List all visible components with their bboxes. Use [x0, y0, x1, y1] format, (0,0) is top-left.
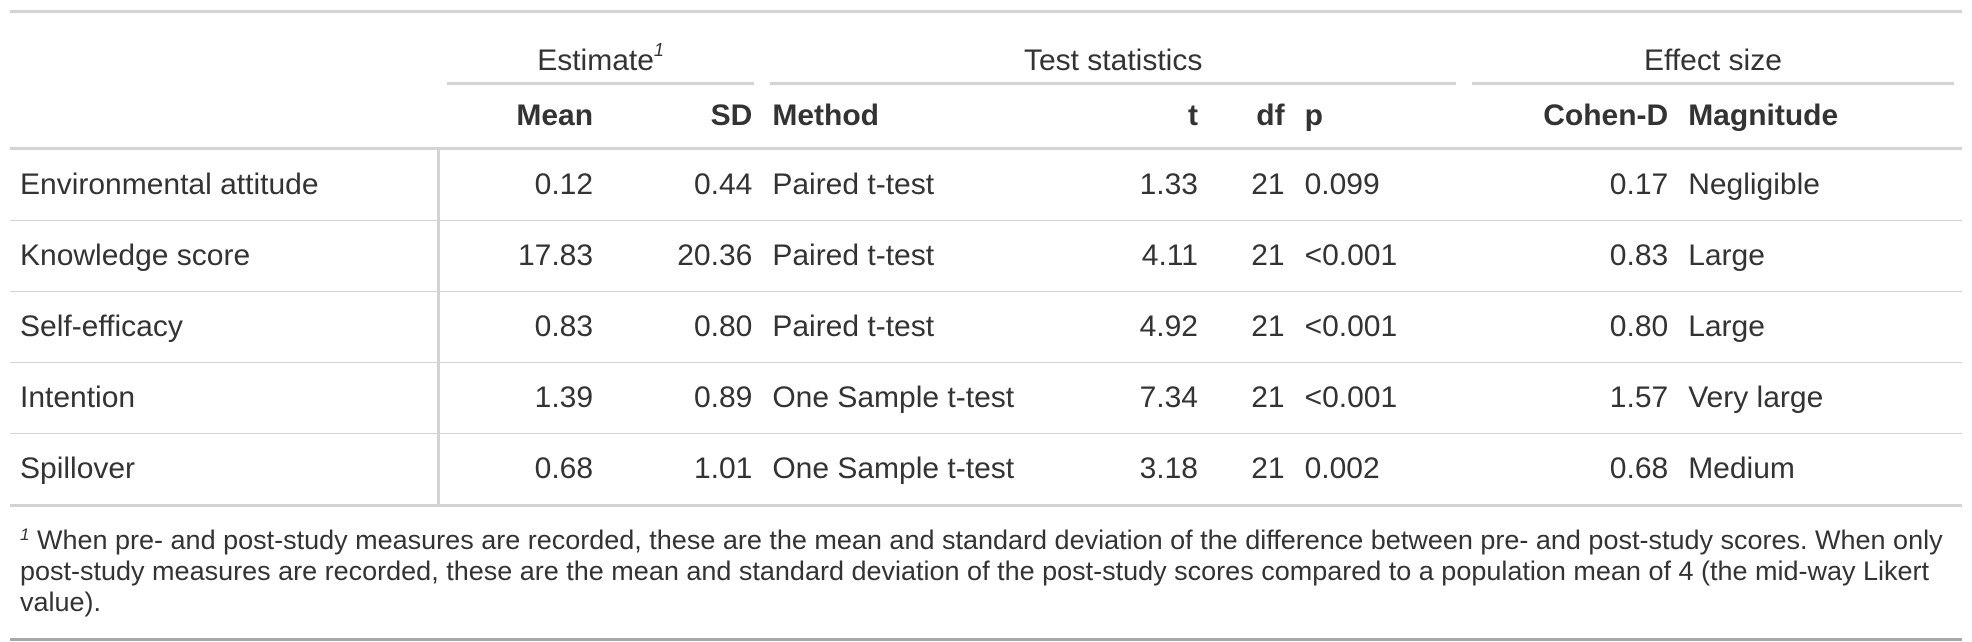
cell-method: One Sample t-test [762, 433, 1025, 507]
cell-df: 21 [1251, 168, 1285, 201]
column-header-magnitude: Magnitude [1678, 85, 1962, 150]
cell-method: One Sample t-test [762, 362, 1025, 434]
footnote-mark: 1 [20, 525, 30, 544]
cell-p: 0.002 [1294, 433, 1464, 507]
row-label: Intention [10, 362, 441, 434]
cell-mean: 0.83 [438, 291, 604, 363]
table-row: Spillover 0.68 1.01 One Sample t-test 3.… [10, 433, 1962, 507]
cell-magnitude: Medium [1678, 433, 1962, 507]
column-header-cohen-d: Cohen-D [1463, 85, 1679, 150]
footnote: 1 When pre- and post-study measures are … [10, 506, 1962, 640]
cell-sd: 0.89 [603, 362, 763, 434]
table-row: Self-efficacy 0.83 0.80 Paired t-test 4.… [10, 291, 1962, 363]
cell-cohen-d: 0.83 [1463, 220, 1679, 292]
spanner-estimate: Estimate1 [439, 12, 763, 85]
spanner-effect-size-label: Effect size [1471, 44, 1954, 85]
results-table: Estimate1 Test statistics Effect size Me… [10, 10, 1962, 641]
row-label: Knowledge score [10, 220, 441, 292]
spanner-test-statistics: Test statistics [762, 12, 1464, 85]
footnote-marker: 1 [653, 40, 664, 60]
table-row: Environmental attitude 0.12 0.44 Paired … [10, 148, 1962, 221]
column-header-row: Mean SD Method t df p Cohen-D Magnitude [10, 85, 1962, 150]
cell-magnitude: Large [1678, 220, 1962, 292]
cell-sd: 20.36 [603, 220, 763, 292]
cell-mean: 1.39 [438, 362, 604, 434]
row-label: Spillover [10, 433, 441, 507]
cell-p: <0.001 [1294, 291, 1464, 363]
cell-df: 21 [1207, 362, 1295, 434]
cell-magnitude: Large [1678, 291, 1962, 363]
cell-method: Paired t-test [772, 168, 935, 201]
cell-method: Paired t-test [762, 220, 1025, 292]
spanner-estimate-label: Estimate [537, 44, 654, 77]
cell-t: 3.18 [1024, 433, 1208, 507]
row-label: Environmental attitude [10, 148, 441, 221]
column-header-method: Method [762, 85, 1025, 150]
cell-t: 1.33 [1139, 168, 1198, 201]
stub-header [10, 12, 439, 86]
cell-mean: 17.83 [438, 220, 604, 292]
cell-cohen-d: 0.68 [1463, 433, 1679, 507]
table-row: Intention 1.39 0.89 One Sample t-test 7.… [10, 362, 1962, 434]
cell-cohen-d: 0.17 [1609, 168, 1669, 201]
table-row: Knowledge score 17.83 20.36 Paired t-tes… [10, 220, 1962, 292]
row-label: Self-efficacy [10, 291, 441, 363]
cell-p: <0.001 [1294, 220, 1464, 292]
column-header-df: df [1207, 85, 1295, 150]
cell-p: <0.001 [1294, 362, 1464, 434]
cell-mean: 0.68 [438, 433, 604, 507]
cell-sd: 1.01 [603, 433, 763, 507]
cell-mean: 0.12 [534, 168, 594, 201]
cell-cohen-d: 1.57 [1463, 362, 1679, 434]
spanner-effect-size: Effect size [1464, 12, 1962, 85]
cell-sd: 0.80 [603, 291, 763, 363]
cell-cohen-d: 0.80 [1463, 291, 1679, 363]
cell-magnitude: Negligible [1688, 168, 1820, 201]
spanner-test-statistics-label: Test statistics [770, 44, 1456, 85]
cell-t: 4.11 [1024, 220, 1208, 292]
footnote-text: When pre- and post-study measures are re… [20, 525, 1943, 617]
column-header-sd: SD [603, 85, 763, 150]
cell-df: 21 [1207, 291, 1295, 363]
cell-sd: 0.44 [693, 168, 753, 201]
cell-method: Paired t-test [762, 291, 1025, 363]
cell-t: 7.34 [1024, 362, 1208, 434]
cell-magnitude: Very large [1678, 362, 1962, 434]
cell-df: 21 [1207, 433, 1295, 507]
column-header-p: p [1294, 85, 1464, 150]
spanner-row: Estimate1 Test statistics Effect size [10, 12, 1962, 86]
cell-p: 0.099 [1304, 168, 1380, 201]
column-header-stub [10, 85, 439, 150]
cell-df: 21 [1207, 220, 1295, 292]
footnote-row: 1 When pre- and post-study measures are … [10, 506, 1962, 640]
cell-t: 4.92 [1024, 291, 1208, 363]
column-header-t: t [1024, 85, 1208, 150]
column-header-mean: Mean [438, 85, 604, 150]
